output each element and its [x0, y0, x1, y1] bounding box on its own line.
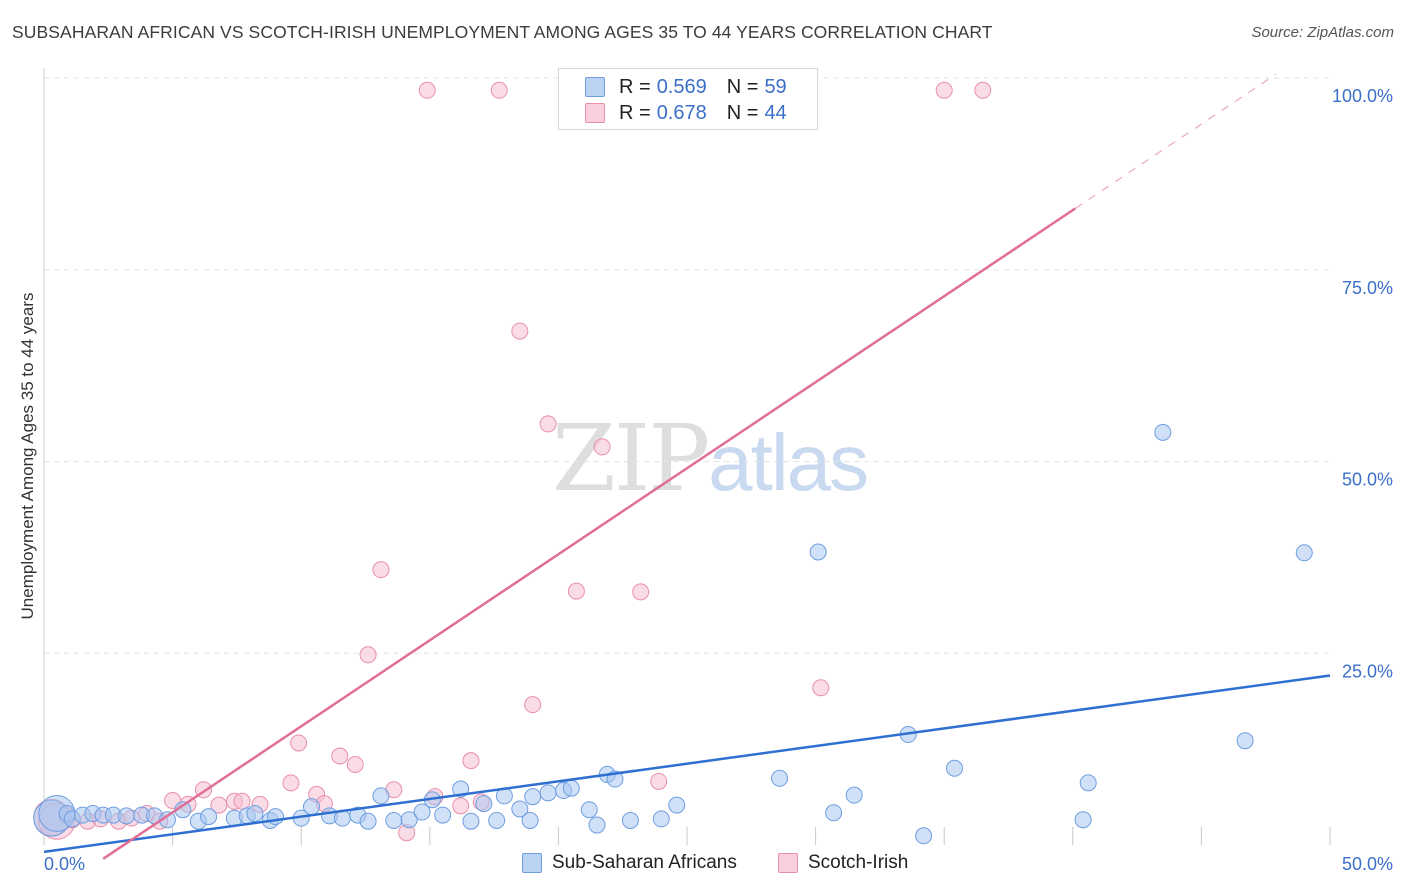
sub-saharan-point	[1079, 774, 1097, 792]
scotch-irish-point	[490, 81, 508, 99]
sub-saharan-point	[488, 811, 506, 829]
scotch-irish-point	[359, 646, 377, 664]
sub-saharan-point	[945, 759, 963, 777]
scotch-irish-point	[632, 583, 650, 601]
sub-saharan-point	[434, 806, 452, 824]
source-credit: Source: ZipAtlas.com	[1251, 24, 1394, 41]
y-tick-label: 100.0%	[1332, 86, 1393, 106]
sub-saharan-point	[359, 812, 377, 830]
stats-legend: R = 0.569 N = 59 R = 0.678 N = 44	[558, 68, 818, 130]
legend-item-scotch-irish: Scotch-Irish	[778, 852, 908, 874]
zipatlas-watermark: ZIPatlas	[552, 405, 869, 512]
series-legend: Sub-Saharan Africans Scotch-Irish	[0, 850, 1406, 880]
y-tick-label: 75.0%	[1342, 278, 1393, 298]
sub-saharan-point	[621, 811, 639, 829]
sub-saharan-point	[915, 827, 933, 845]
y-axis-label: Unemployment Among Ages 35 to 44 years	[18, 292, 37, 620]
legend-n-value: 59	[764, 75, 787, 98]
scotch-irish-point	[593, 438, 611, 456]
sub-saharan-point	[462, 812, 480, 830]
legend-r-value: 0.678	[656, 101, 707, 124]
sub-saharan-point	[580, 801, 598, 819]
sub-saharan-point	[511, 800, 529, 818]
scotch-irish-point	[346, 755, 364, 773]
watermark-atlas: atlas	[708, 418, 869, 507]
scotch-irish-point	[974, 81, 992, 99]
x-axis-ticks	[43, 827, 1331, 845]
x-axis-tick-labels: 0.0% 50.0%	[44, 854, 1393, 874]
legend-swatch-blue	[585, 77, 605, 97]
x-tick-label: 50.0%	[1342, 854, 1393, 874]
legend-item-sub-saharan: Sub-Saharan Africans	[522, 852, 737, 874]
scotch-irish-trend-line	[102, 207, 1077, 860]
scotch-irish-point	[567, 582, 585, 600]
legend-r-label: R =	[619, 101, 651, 124]
scotch-irish-point	[282, 774, 300, 792]
scotch-irish-point	[539, 415, 557, 433]
legend-r-label: R =	[619, 75, 651, 98]
sub-saharan-point	[200, 808, 218, 826]
legend-n-label: N =	[726, 101, 759, 124]
y-axis-tick-labels: 100.0% 75.0% 50.0% 25.0%	[1332, 86, 1393, 681]
legend-row-sub-saharan: R = 0.569 N = 59	[585, 74, 787, 100]
watermark-zip: ZIP	[552, 405, 710, 512]
x-tick-label: 0.0%	[44, 854, 85, 874]
sub-saharan-point	[1154, 423, 1172, 441]
sub-saharan-point	[1236, 732, 1254, 750]
sub-saharan-point	[246, 805, 264, 823]
scotch-irish-point	[812, 679, 830, 697]
sub-saharan-point	[1074, 811, 1092, 829]
scotch-irish-point	[511, 322, 529, 340]
legend-n-value: 44	[764, 101, 787, 124]
grid-lines	[43, 68, 1330, 845]
sub-saharan-point	[562, 779, 580, 797]
sub-saharan-point	[825, 804, 843, 822]
sub-saharan-point	[372, 787, 390, 805]
legend-swatch-blue	[522, 853, 542, 873]
scotch-irish-point	[372, 561, 390, 579]
legend-r-value: 0.569	[656, 75, 707, 98]
sub-saharan-point	[845, 786, 863, 804]
scotch-irish-point	[650, 772, 668, 790]
legend-swatch-pink	[778, 853, 798, 873]
legend-row-scotch-irish: R = 0.678 N = 44	[585, 100, 787, 126]
sub-saharan-point	[1295, 544, 1313, 562]
sub-saharan-trend-line	[43, 674, 1331, 854]
sub-saharan-point	[413, 803, 431, 821]
sub-saharan-point	[475, 795, 493, 813]
legend-label-sub-saharan: Sub-Saharan Africans	[552, 852, 737, 873]
y-tick-label: 50.0%	[1342, 470, 1393, 490]
legend-n-label: N =	[726, 75, 759, 98]
scotch-irish-point	[331, 747, 349, 765]
sub-saharan-point	[385, 811, 403, 829]
sub-saharan-point	[266, 808, 284, 826]
sub-saharan-point	[302, 798, 320, 816]
scotch-irish-point	[418, 81, 436, 99]
scotch-irish-trend-extension	[1075, 73, 1277, 209]
sub-saharan-point	[588, 816, 606, 834]
sub-saharan-point	[539, 784, 557, 802]
scotch-irish-point	[935, 81, 953, 99]
sub-saharan-point	[524, 788, 542, 806]
sub-saharan-point	[809, 543, 827, 561]
y-tick-label: 25.0%	[1342, 661, 1393, 681]
legend-swatch-pink	[585, 103, 605, 123]
sub-saharan-point	[117, 807, 135, 825]
chart-title: SUBSAHARAN AFRICAN VS SCOTCH-IRISH UNEMP…	[12, 22, 993, 42]
scotch-irish-point	[452, 797, 470, 815]
sub-saharan-point	[400, 811, 418, 829]
sub-saharan-point	[771, 769, 789, 787]
scotch-irish-point	[290, 734, 308, 752]
sub-saharan-point	[652, 810, 670, 828]
sub-saharan-points	[33, 423, 1313, 845]
legend-label-scotch-irish: Scotch-Irish	[808, 852, 909, 873]
scotch-irish-point	[462, 752, 480, 770]
sub-saharan-point	[668, 796, 686, 814]
scotch-irish-point	[233, 792, 251, 810]
sub-saharan-point	[521, 811, 539, 829]
scotch-irish-point	[524, 696, 542, 714]
trend-lines	[43, 73, 1331, 860]
